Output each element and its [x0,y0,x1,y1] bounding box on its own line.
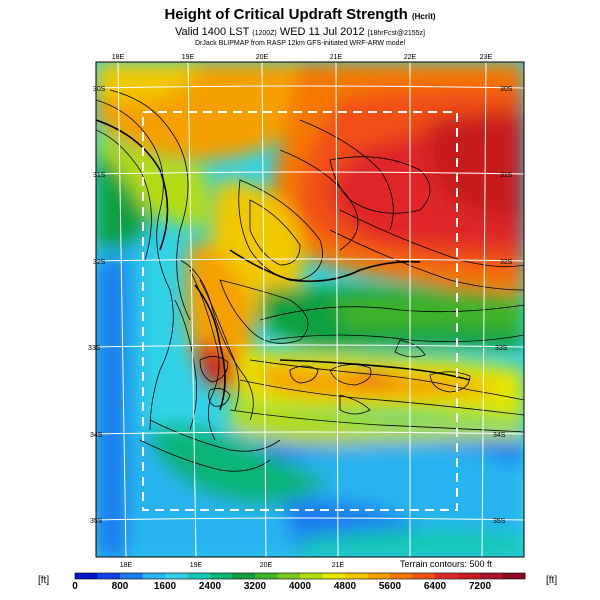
map-title: Height of Critical Updraft Strength (Hcr… [164,6,436,23]
colorbar-swatch [435,573,458,579]
lon-label-top: 18E [112,54,125,61]
inner-domain-boundary [142,111,458,511]
colorbar [74,572,526,580]
valid-time: Valid 1400 LST (1200Z) WED 11 Jul 2012 [… [174,26,425,38]
terrain-note: Terrain contours: 500 ft [400,559,493,569]
lon-label-top: 21E [330,54,343,61]
colorbar-tick-label: 4800 [333,581,357,592]
terrain-contours-major [96,119,471,411]
lon-label-top: 22E [404,54,417,61]
colorbar-swatch [412,573,436,579]
hcrit-field [96,62,524,557]
lat-label-left: 31S [93,172,106,179]
colorbar-tick-label: 3200 [243,581,267,592]
lon-label-top: 23E [480,54,493,61]
lon-label-bottom: 19E [190,562,203,569]
map-frame [95,61,525,558]
colorbar-swatch [120,573,143,579]
lat-lon-grid [96,62,524,557]
colorbar-border [74,572,526,580]
model-credit: DrJack BLIPMAP from RASP 12km GFS-initia… [194,40,406,47]
colorbar-swatch [480,573,503,579]
colorbar-swatch [322,573,346,579]
colorbar-swatch [367,573,391,579]
colorbar-swatch [97,573,121,579]
lat-label-left: 33S [88,345,101,352]
colorbar-tick-label: 5600 [378,581,402,592]
lat-label-right: 35S [493,518,506,525]
unit-label-left: [ft] [38,575,50,586]
lon-label-bottom: 21E [332,562,345,569]
lat-label-left: 35S [90,518,103,525]
lat-label-right: 32S [500,259,513,266]
lat-label-right: 34S [493,432,506,439]
lon-label-bottom: 18E [120,562,133,569]
lon-label-bottom: 20E [260,562,273,569]
lat-label-right: 30S [500,86,513,93]
terrain-contours [96,89,524,472]
lat-label-left: 32S [93,259,106,266]
lon-label-top: 19E [182,54,195,61]
colorbar-swatch [345,573,368,579]
lat-label-right: 31S [500,172,513,179]
colorbar-swatch [390,573,413,579]
colorbar-swatch [165,573,188,579]
lat-label-left: 30S [93,86,106,93]
colorbar-swatch [457,573,481,579]
colorbar-tick-label: 4000 [288,581,312,592]
colorbar-tick-label: 0 [72,581,78,592]
colorbar-swatch [210,573,233,579]
colorbar-swatch [187,573,211,579]
colorbar-swatch [502,573,526,579]
colorbar-tick-label: 1600 [153,581,177,592]
colorbar-tick-label: 2400 [198,581,222,592]
colorbar-swatch [232,573,256,579]
colorbar-tick-label: 7200 [468,581,492,592]
colorbar-tick-label: 800 [111,581,129,592]
lon-label-top: 20E [256,54,269,61]
unit-label-right: [ft] [546,575,558,586]
lon-lat-labels: 18E 19E 20E 21E 22E 23E 18E 19E 20E 21E … [88,54,513,569]
colorbar-swatch [75,573,98,579]
colorbar-swatch [142,573,166,579]
colorbar-swatch [300,573,323,579]
lat-label-left: 34S [90,432,103,439]
colorbar-tick-label: 6400 [423,581,447,592]
colorbar-swatch [277,573,301,579]
colorbar-swatch [255,573,278,579]
lat-label-right: 33S [495,345,508,352]
